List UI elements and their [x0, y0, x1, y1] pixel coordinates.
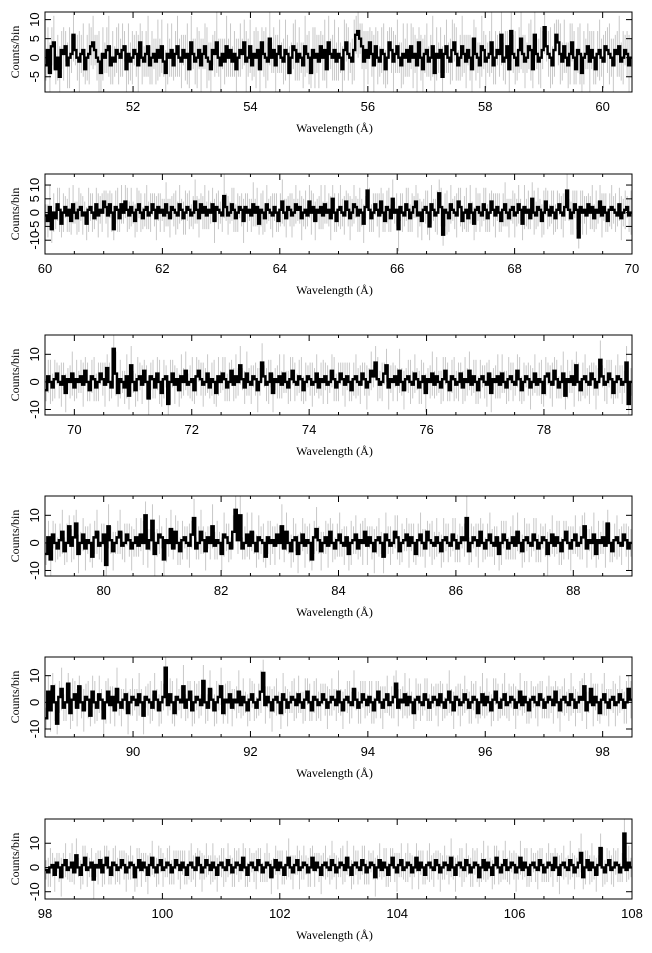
x-tick-label: 96: [478, 744, 492, 759]
spectrum-histogram-line: [45, 832, 632, 881]
x-tick-label: 66: [390, 261, 404, 276]
x-tick-label: 88: [566, 583, 580, 598]
y-tick-label: 10: [27, 508, 42, 522]
x-tick-label: 56: [361, 99, 375, 114]
y-tick-label: 10: [27, 178, 42, 192]
y-tick-label: 0: [27, 699, 42, 706]
y-tick-label: 0: [27, 54, 42, 61]
y-axis-label: Counts/bin: [8, 349, 22, 402]
x-tick-label: 82: [214, 583, 228, 598]
y-axis-label: Counts/bin: [8, 188, 22, 241]
x-tick-label: 98: [38, 906, 52, 921]
x-tick-label: 98: [595, 744, 609, 759]
chart-panel-2: 60 62 64 66 68 70 -10-5 0 5 10 Wavelength (Å) Count…: [8, 173, 639, 297]
chart-panel-1: 52 54 56 58 60 -5 0 5 10 Wavelength (Å) Counts/bin: [8, 11, 633, 135]
x-tick-label: 70: [67, 422, 81, 437]
x-tick-label: 106: [504, 906, 526, 921]
x-tick-label: 84: [331, 583, 345, 598]
x-tick-label: 104: [386, 906, 408, 921]
x-axis-label: Wavelength (Å): [296, 283, 373, 297]
x-tick-label: 102: [269, 906, 291, 921]
x-tick-label: 94: [361, 744, 375, 759]
x-tick-label: 64: [273, 261, 287, 276]
x-tick-label: 54: [243, 99, 257, 114]
spectrum-histogram-line: [45, 189, 632, 239]
y-axis-label: Counts/bin: [8, 26, 22, 79]
x-tick-label: 60: [38, 261, 52, 276]
spectrum-histogram-line: [45, 666, 632, 725]
spectrum-histogram-line: [45, 347, 632, 406]
y-tick-label: 10: [27, 12, 42, 26]
y-tick-label: 0: [27, 378, 42, 385]
x-tick-label: 60: [595, 99, 609, 114]
x-axis-label: Wavelength (Å): [296, 928, 373, 942]
x-tick-label: 86: [449, 583, 463, 598]
x-tick-label: 90: [126, 744, 140, 759]
error-bars: [45, 819, 632, 899]
x-tick-label: 62: [155, 261, 169, 276]
x-tick-label: 58: [478, 99, 492, 114]
x-axis-label: Wavelength (Å): [296, 121, 373, 135]
chart-panel-6: 98 100 102 104 106 108 -10 0 10 Wavelength (Å) Cou…: [8, 818, 643, 942]
y-tick-label: -10: [27, 882, 42, 901]
spectrum-histogram-line: [45, 508, 632, 567]
spectrum-histogram-line: [45, 26, 632, 78]
y-tick-label: 0: [27, 864, 42, 871]
y-tick-label: -10: [27, 231, 42, 250]
y-tick-label: 0: [27, 209, 42, 216]
x-tick-label: 74: [302, 422, 316, 437]
y-tick-label: 5: [27, 35, 42, 42]
y-tick-label: -10: [27, 561, 42, 580]
y-tick-label: -5: [27, 71, 42, 83]
y-axis-label: Counts/bin: [8, 671, 22, 724]
chart-panel-3: 70 72 74 76 78 -10 0 10 Wavelength (Å) Counts/bin: [8, 334, 633, 458]
y-axis-label: Counts/bin: [8, 510, 22, 563]
y-tick-label: 5: [27, 195, 42, 202]
y-tick-label: -5: [27, 221, 42, 233]
y-tick-label: 0: [27, 539, 42, 546]
chart-panel-4: 80 82 84 86 88 -10 0 10 Wavelength (Å) Counts/bin: [8, 495, 633, 619]
x-tick-label: 78: [537, 422, 551, 437]
x-tick-label: 92: [243, 744, 257, 759]
x-tick-label: 52: [126, 99, 140, 114]
x-tick-label: 108: [621, 906, 643, 921]
x-tick-label: 68: [507, 261, 521, 276]
x-tick-label: 76: [419, 422, 433, 437]
y-tick-label: 10: [27, 347, 42, 361]
x-axis-label: Wavelength (Å): [296, 605, 373, 619]
y-axis-label: Counts/bin: [8, 833, 22, 886]
y-tick-label: -10: [27, 400, 42, 419]
chart-panel-5: 90 92 94 96 98 -10 0 10 Wavelength (Å) Counts/bin: [8, 656, 633, 780]
x-axis-label: Wavelength (Å): [296, 444, 373, 458]
y-tick-label: -10: [27, 720, 42, 739]
y-tick-label: 10: [27, 836, 42, 850]
x-tick-label: 100: [152, 906, 174, 921]
x-tick-label: 70: [625, 261, 639, 276]
x-tick-label: 80: [96, 583, 110, 598]
x-axis-label: Wavelength (Å): [296, 766, 373, 780]
y-tick-label: 10: [27, 668, 42, 682]
x-tick-label: 72: [185, 422, 199, 437]
